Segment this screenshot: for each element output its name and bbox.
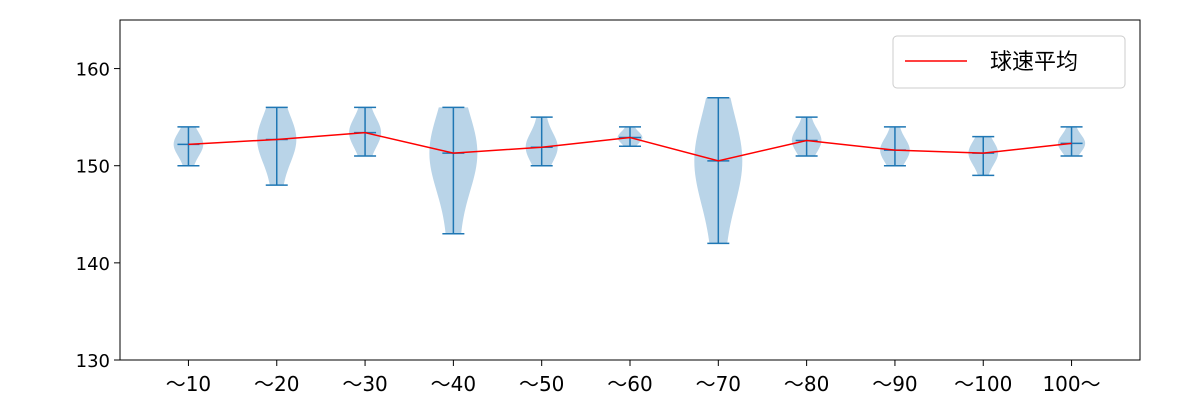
x-tick-label: ～20	[254, 372, 299, 396]
legend: 球速平均	[892, 35, 1126, 89]
x-tick-label: ～70	[696, 372, 741, 396]
x-tick-label: ～40	[431, 372, 476, 396]
x-tick-label: ～100	[954, 372, 1012, 396]
x-tick-label: ～60	[607, 372, 652, 396]
legend-box	[892, 35, 1126, 89]
x-tick-label: ～10	[166, 372, 211, 396]
mean-line-series	[188, 131, 1072, 162]
x-tick-label: 100～	[1042, 372, 1100, 396]
x-tick-label: ～50	[519, 372, 564, 396]
x-tick-label: ～90	[872, 372, 917, 396]
y-tick-label: 140	[76, 254, 110, 275]
x-tick-label: ～30	[342, 372, 387, 396]
y-tick-label: 130	[76, 351, 110, 372]
x-tick-label: ～80	[784, 372, 829, 396]
y-tick-label: 160	[76, 60, 110, 81]
legend-label: 球速平均	[990, 50, 1078, 75]
y-tick-label: 150	[76, 157, 110, 178]
